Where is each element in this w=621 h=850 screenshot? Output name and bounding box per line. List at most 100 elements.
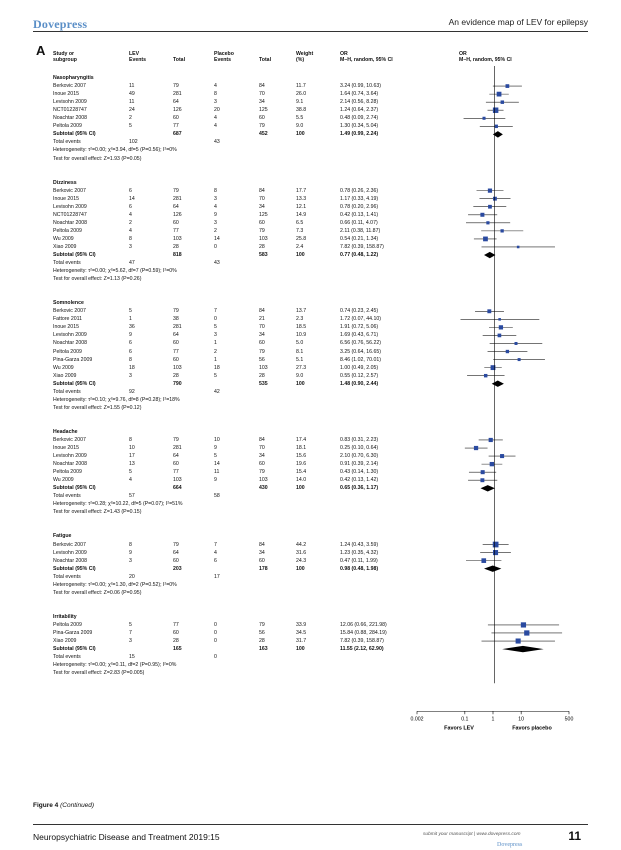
overall-effect-row: Test for overall effect: Z=2.83 (P=0.005… bbox=[0, 669, 621, 677]
cell-e1: 1 bbox=[129, 316, 132, 323]
group-header: Headache bbox=[0, 428, 621, 436]
group-header: Somnolence bbox=[0, 299, 621, 307]
cell-or: 0.65 (0.36, 1.17) bbox=[340, 485, 379, 492]
cell-w: 31.6 bbox=[296, 549, 307, 556]
point-marker bbox=[494, 124, 498, 129]
cell-or: 7.82 (0.39, 158.87) bbox=[340, 638, 384, 644]
point-marker bbox=[500, 454, 505, 459]
cell-study: NCT01228747 bbox=[53, 107, 87, 114]
cell-e2: 5 bbox=[214, 324, 217, 331]
cell-t2: 70 bbox=[259, 195, 265, 202]
cell-e2: 5 bbox=[214, 453, 217, 460]
point-marker bbox=[516, 245, 520, 249]
cell-t1: 64 bbox=[173, 99, 179, 106]
cell-het: Test for overall effect: Z=2.83 (P=0.005… bbox=[53, 670, 145, 677]
cell-e2: 6 bbox=[214, 557, 217, 564]
cell-w: 100 bbox=[296, 646, 305, 653]
cell-or: 1.30 (0.34, 5.04) bbox=[340, 123, 379, 130]
group-header: Fatigue bbox=[0, 532, 621, 540]
table-row: Peltola 2009 5 77 0 79 33.9 12.06 (0.66, 221.9… bbox=[0, 621, 621, 629]
table-row: Berkovic 2007 8 79 10 84 17.4 0.83 (0.31, 2.23… bbox=[0, 436, 621, 444]
group-header: Dizziness bbox=[0, 179, 621, 187]
cell-e1: 5 bbox=[129, 123, 132, 130]
point-marker bbox=[483, 236, 488, 242]
cell-or: 11.55 (2.12, 62.90) bbox=[340, 646, 384, 653]
cell-t2: 56 bbox=[259, 629, 265, 636]
subtotal-row: Subtotal (95% CI) 818 583 100 0.77 (0.48, 1.… bbox=[0, 251, 621, 259]
cell-e2: 0 bbox=[214, 316, 217, 323]
cell-e1: 18 bbox=[129, 364, 135, 371]
cell-w: 13.7 bbox=[296, 308, 307, 315]
cell-t1: 38 bbox=[173, 316, 179, 323]
cell-or: 1.48 (0.90, 2.44) bbox=[340, 380, 379, 387]
cell-t1: 126 bbox=[173, 107, 182, 114]
cell-e1: 6 bbox=[129, 203, 132, 210]
point-marker bbox=[480, 212, 485, 217]
table-row: Peltola 2009 5 77 4 79 9.0 1.30 (0.34, 5.04) bbox=[0, 122, 621, 130]
submit-link[interactable]: submit your manuscript | www.dovepress.c… bbox=[423, 832, 521, 837]
cell-het: Heterogeneity: τ²=0.10; χ²=9.76, df=8 (P… bbox=[53, 396, 180, 403]
cell-t1: 165 bbox=[173, 646, 182, 653]
cell-or: 0.78 (0.26, 2.36) bbox=[340, 187, 379, 194]
cell-t2: 34 bbox=[259, 203, 265, 210]
cell-e1: 8 bbox=[129, 541, 132, 548]
forest-plot: 0.002 0.1 1 10 500 Favors LEV Favors placebo bbox=[411, 66, 573, 731]
cell-t1: 64 bbox=[173, 203, 179, 210]
footer-logo: Dovepress bbox=[497, 842, 523, 848]
cell-or: 1.91 (0.72, 5.06) bbox=[340, 324, 379, 331]
cell-study: Peltola 2009 bbox=[53, 227, 82, 234]
cell-t1: 77 bbox=[173, 621, 179, 628]
cell-e1: 4 bbox=[129, 211, 132, 218]
point-marker bbox=[492, 550, 499, 556]
table-row: Noachtar 2008 2 60 3 60 6.5 0.66 (0.11, 4.07) bbox=[0, 219, 621, 227]
cell-t1: 103 bbox=[173, 235, 182, 242]
cell-study: Fattore 2011 bbox=[53, 316, 83, 323]
cell-t1: 790 bbox=[173, 380, 182, 387]
cell-t2: 34 bbox=[259, 453, 265, 460]
cell-study: Subtotal (95% CI) bbox=[53, 485, 96, 492]
cell-or: 1.17 (0.33, 4.19) bbox=[340, 195, 379, 202]
cell-e1: 13 bbox=[129, 461, 135, 468]
cell-w: 18.1 bbox=[296, 445, 307, 451]
total-events-row: Total events 20 17 bbox=[0, 573, 621, 581]
cell-t2: 60 bbox=[259, 340, 265, 347]
cell-study: Total events bbox=[53, 139, 81, 146]
point-marker bbox=[497, 333, 502, 338]
cell-e2: 8 bbox=[214, 91, 217, 98]
header-rule bbox=[33, 31, 588, 32]
cell-study: Berkovic 2007 bbox=[53, 187, 86, 194]
page-number: 11 bbox=[568, 829, 581, 843]
cell-study: Xiao 2009 bbox=[53, 243, 77, 250]
cell-or: 0.83 (0.31, 2.23) bbox=[340, 436, 379, 443]
table-row: Wu 2009 18 103 18 103 27.3 1.00 (0.49, 2.05) bbox=[0, 364, 621, 372]
cell-study: Headache bbox=[53, 428, 78, 435]
cell-study: Levisohn 2009 bbox=[53, 332, 87, 339]
cell-t1: 60 bbox=[173, 219, 179, 226]
cell-e2: 3 bbox=[214, 219, 217, 226]
cell-study: Total events bbox=[53, 493, 81, 500]
cell-study: Noachtar 2008 bbox=[53, 219, 88, 226]
cell-e2: 4 bbox=[214, 83, 217, 90]
cell-e2: 0 bbox=[214, 243, 217, 250]
subtotal-row: Subtotal (95% CI) 664 430 100 0.65 (0.36, 1.… bbox=[0, 484, 621, 492]
cell-t2: 79 bbox=[259, 348, 265, 355]
cell-t1: 77 bbox=[173, 227, 179, 234]
cell-e1: 92 bbox=[129, 388, 135, 395]
cell-study: Berkovic 2007 bbox=[53, 83, 86, 90]
cell-t1: 126 bbox=[173, 211, 182, 218]
cell-w: 100 bbox=[296, 380, 305, 387]
cell-e2: 11 bbox=[214, 469, 220, 476]
cell-t2: 79 bbox=[259, 469, 265, 476]
cell-e2: 9 bbox=[214, 211, 217, 218]
cell-t2: 84 bbox=[259, 308, 265, 315]
cell-t2: 60 bbox=[259, 219, 265, 226]
point-marker bbox=[517, 358, 521, 362]
table-row: NCT01228747 24 126 20 125 38.8 1.24 (0.64, 2.3… bbox=[0, 106, 621, 114]
cell-t2: 28 bbox=[259, 243, 265, 250]
point-marker bbox=[489, 461, 495, 467]
cell-or: 1.23 (0.35, 4.32) bbox=[340, 549, 379, 556]
point-marker bbox=[496, 91, 502, 97]
favors-lev-label: Favors LEV bbox=[444, 725, 474, 731]
cell-e1: 3 bbox=[129, 243, 132, 250]
cell-e1: 11 bbox=[129, 83, 135, 90]
